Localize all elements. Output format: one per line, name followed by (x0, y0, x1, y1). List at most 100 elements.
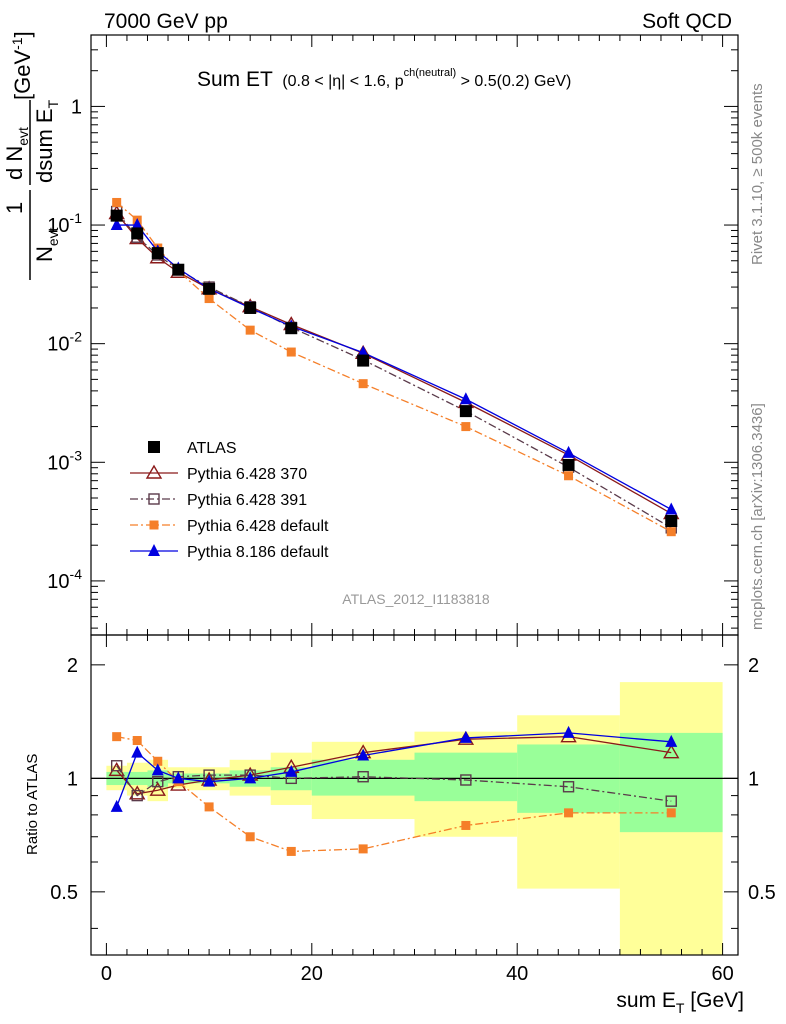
main-pythia-8-186-default-point (131, 218, 144, 231)
analysis-watermark: ATLAS_2012_I1183818 (342, 591, 490, 607)
ratio-pythia-6-428-default-point (286, 846, 296, 856)
main-pythia-8-186-default-point (562, 445, 575, 458)
main-pythia-6-428-default-point (358, 379, 368, 389)
main-atlas-point (244, 301, 257, 314)
uncertainty-band-inner (311, 759, 415, 796)
ratio-pythia-6-428-391-point (110, 760, 123, 772)
ratio-pythia-6-428-default-point (245, 832, 255, 842)
y-tick-label: 10-3 (47, 447, 82, 474)
legend-marker-pythia-6-428-391 (148, 493, 160, 505)
ratio-y-tick-label-right: 1 (748, 768, 759, 790)
ratio-pythia-6-428-default-point (564, 808, 574, 818)
main-pythia-6-428-default-point (286, 347, 296, 357)
ratio-pythia-6-428-391-point (152, 775, 164, 788)
ratio-pythia-6-428-default-point (461, 820, 471, 830)
mcplots-label: mcplots.cern.ch [arXiv:1306.3436] (749, 403, 766, 630)
ratio-pythia-6-428-391-point (460, 774, 472, 786)
legend-marker-pythia-6-428-370 (145, 464, 163, 479)
ratio-pythia-6-428-391-point (562, 781, 575, 793)
ratio-pythia-8-186-default-point (562, 725, 575, 738)
ratio-pythia-6-428-370-point (128, 785, 146, 800)
ratio-pythia-6-428-default-point (358, 844, 368, 854)
ratio-y-tick-label-right: 0.5 (748, 882, 776, 904)
ratio-pythia-8-186-default-point (110, 799, 123, 812)
ratio-pythia-6-428-default-point (204, 802, 214, 812)
ratio-pythia-6-428-391-point (357, 771, 369, 783)
ratio-pythia-6-428-370-point (149, 781, 166, 796)
rivet-label: Rivet 3.1.10, ≥ 500k events (749, 83, 766, 265)
ratio-pythia-8-186-default-point (151, 763, 164, 776)
plot-title-cut: (0.8 < |η| < 1.6, p (282, 73, 403, 90)
plot-title: Sum ET (0.8 < |η| < 1.6, pch(neutral) > … (197, 67, 571, 91)
main-pythia-6-428-default-point (666, 527, 676, 537)
main-pythia-6-428-default-line (116, 201, 672, 533)
ratio-pythia-8-186-default-point (459, 730, 472, 743)
ratio-pythia-6-428-default-point (112, 732, 122, 742)
main-atlas-point (110, 209, 123, 222)
y-tick-label: 1 (71, 96, 82, 118)
main-pythia-8-186-default-point (459, 392, 472, 405)
main-pythia-6-428-default-point (245, 325, 255, 335)
ratio-y-tick-label: 0.5 (50, 882, 78, 904)
ratio-y-tick-label: 1 (67, 768, 78, 790)
main-atlas-point (665, 514, 678, 527)
ratio-pythia-6-428-default-point (132, 736, 142, 746)
x-tick-label: 0 (101, 963, 112, 985)
legend-marker-pythia-8-186-default (148, 544, 160, 556)
ratio-pythia-6-428-default-point (666, 808, 676, 818)
main-atlas-point (131, 227, 144, 240)
main-atlas-point (357, 354, 370, 367)
main-pythia-6-428-default-point (112, 197, 122, 207)
main-atlas-point (459, 405, 472, 418)
main-pythia-8-186-default-point (665, 502, 678, 515)
y-tick-label: 10-4 (47, 566, 82, 593)
ratio-pythia-6-428-370-point (663, 744, 680, 759)
ratio-pythia-6-428-370-point (108, 761, 125, 777)
legend-marker-atlas (148, 441, 160, 453)
ratio-y-tick-label-right: 2 (748, 655, 759, 677)
plot-title-cut-end: > 0.5(0.2) GeV) (456, 73, 571, 90)
legend-marker-pythia-6-428-default (149, 520, 159, 530)
main-atlas-point (151, 247, 164, 260)
y-tick-label: 10-1 (47, 210, 82, 237)
ratio-pythia-8-186-default-point (244, 771, 257, 784)
plot-title-main: Sum ET (197, 68, 273, 91)
ratio-pythia-8-186-default-point (131, 745, 144, 758)
header-left: 7000 GeV pp (104, 10, 228, 33)
legend-label-pythia-6-428-370: Pythia 6.428 370 (187, 466, 307, 483)
main-pythia-8-186-default-point (110, 218, 123, 231)
plot-title-cut-sup: ch(neutral) (404, 67, 457, 79)
ratio-y-tick-label: 2 (67, 655, 78, 677)
x-tick-label: 60 (711, 963, 733, 985)
ratio-ylabel: Ratio to ATLAS (24, 754, 41, 855)
main-pythia-6-428-default-point (461, 422, 471, 432)
main-pythia-6-428-default-point (204, 294, 214, 304)
ratio-plot: 0 20 40 60 0.5 0.5 1 1 2 2 (50, 634, 776, 985)
ratio-pythia-8-186-default-point (357, 748, 370, 761)
ylabel-one: 1 (2, 202, 27, 214)
ratio-pythia-6-428-391-point (665, 795, 677, 807)
main-plot: 10-4 10-3 10-2 10-1 1 (47, 34, 739, 636)
main-atlas-point (285, 322, 298, 335)
ratio-pythia-8-186-default-point (172, 771, 185, 784)
ratio-pythia-8-186-default-point (285, 764, 298, 777)
ylabel-dsum: dsum ET (32, 99, 61, 183)
x-tick-label: 40 (506, 963, 528, 985)
ratio-pythia-6-428-391-line (116, 765, 672, 802)
y-tick-label: 10-2 (47, 329, 82, 356)
ratio-pythia-8-186-default-point (665, 734, 678, 747)
legend-label-atlas: ATLAS (187, 440, 237, 457)
ylabel-dn: d Nevt (2, 127, 31, 180)
main-atlas-point (172, 263, 185, 276)
ratio-pythia-6-428-default-point (153, 756, 163, 766)
ratio-pythia-8-186-default-point (203, 774, 216, 787)
ratio-pythia-6-428-391-point (131, 789, 143, 802)
main-ylabel: 1 Nevt d Nevt dsum ET [GeV-1] (2, 31, 61, 280)
main-atlas-point (562, 458, 575, 471)
x-tick-label: 20 (301, 963, 323, 985)
main-pythia-6-428-default-point (564, 471, 574, 481)
legend-label-pythia-6-428-default: Pythia 6.428 default (187, 518, 329, 535)
main-atlas-point (203, 282, 216, 295)
x-axis-label: sum ET [GeV] (616, 989, 744, 1016)
